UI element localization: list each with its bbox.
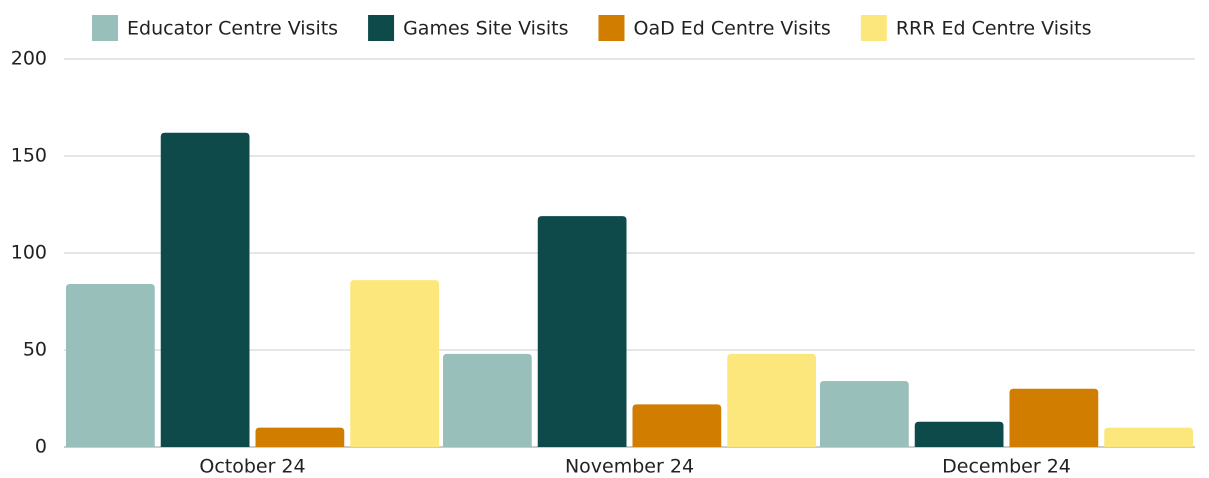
bar: [1009, 388, 1099, 447]
y-tick-label: 100: [11, 242, 47, 264]
x-tick-label: October 24: [199, 456, 305, 478]
x-tick-label: November 24: [565, 456, 694, 478]
legend-label: OaD Ed Centre Visits: [633, 18, 830, 40]
y-tick-label: 0: [35, 436, 47, 458]
bar: [66, 284, 155, 447]
bar: [160, 132, 250, 447]
bar: [1104, 427, 1193, 447]
bar: [727, 353, 816, 447]
x-tick-label: December 24: [942, 456, 1071, 478]
y-tick-label: 200: [11, 48, 47, 70]
legend-label: RRR Ed Centre Visits: [896, 18, 1092, 40]
legend-label: Educator Centre Visits: [127, 18, 338, 40]
bar: [350, 280, 439, 447]
bar: [255, 427, 345, 447]
legend-swatch: [92, 15, 118, 41]
legend-label: Games Site Visits: [403, 18, 568, 40]
y-tick-label: 50: [23, 339, 47, 361]
legend-swatch: [860, 15, 887, 41]
bar: [537, 216, 627, 447]
bar: [632, 404, 722, 447]
bar: [914, 421, 1004, 447]
bar: [820, 381, 909, 447]
legend-swatch: [598, 15, 625, 41]
bar: [443, 353, 532, 447]
legend-swatch: [368, 15, 395, 41]
y-tick-label: 150: [11, 145, 47, 167]
